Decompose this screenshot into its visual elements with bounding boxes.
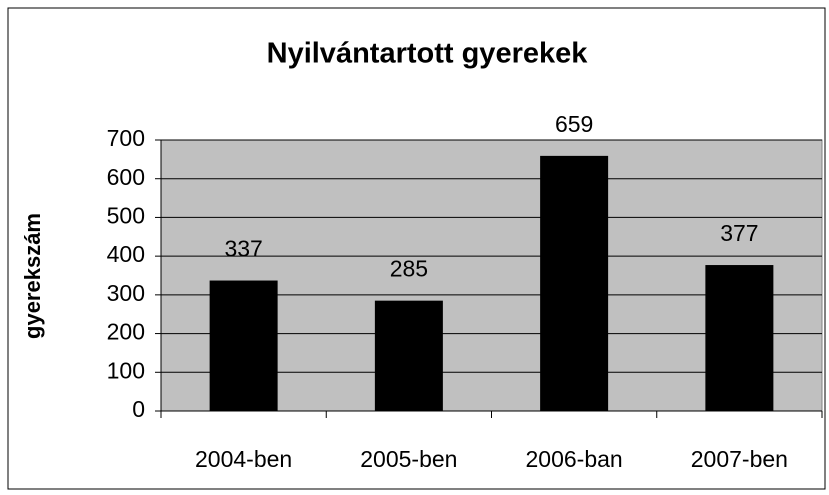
y-tick-label: 300 (107, 280, 145, 306)
bar (209, 280, 278, 411)
chart-title: Nyilvántartott gyerekek (267, 38, 589, 70)
data-label: 285 (390, 256, 428, 282)
bar (374, 300, 443, 411)
y-axis-label: gyerekszám (20, 213, 45, 339)
y-tick-label: 400 (107, 241, 145, 267)
x-tick-label: 2005-ben (360, 446, 457, 472)
x-tick-label: 2004-ben (195, 446, 292, 472)
y-tick-label: 500 (107, 203, 145, 229)
y-tick-label: 200 (107, 319, 145, 345)
bar (540, 155, 609, 411)
bar (705, 265, 774, 411)
x-tick-label: 2006-ban (526, 446, 623, 472)
data-label: 659 (555, 111, 593, 137)
data-label: 337 (224, 236, 262, 262)
x-tick-label: 2007-ben (691, 446, 788, 472)
y-tick-label: 100 (107, 357, 145, 383)
y-tick-label: 0 (132, 396, 145, 422)
y-tick-label: 600 (107, 164, 145, 190)
data-label: 377 (720, 220, 758, 246)
y-tick-label: 700 (107, 125, 145, 151)
